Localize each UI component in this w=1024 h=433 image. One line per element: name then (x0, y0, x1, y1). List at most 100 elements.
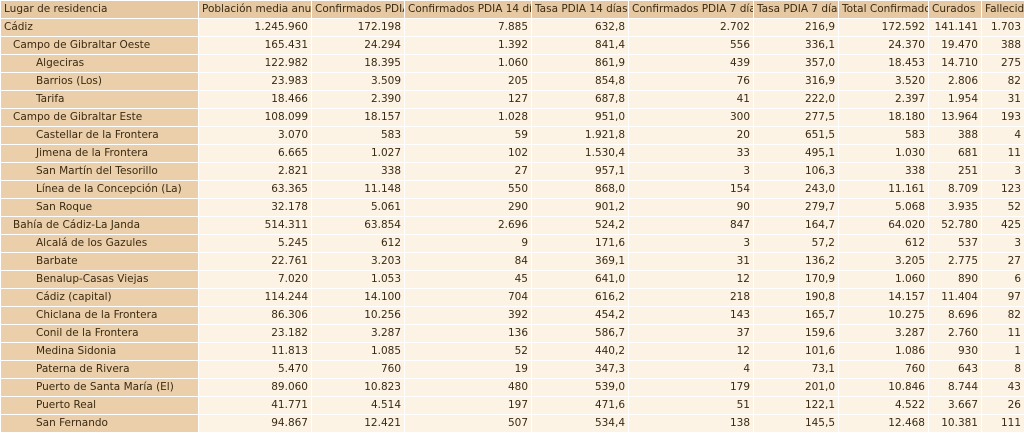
table-cell: 643 (929, 361, 982, 379)
table-cell: 3.205 (839, 253, 929, 271)
table-cell: 19 (405, 361, 532, 379)
place-name-cell: Barrios (Los) (1, 73, 199, 91)
column-header[interactable]: Lugar de residencia (1, 1, 199, 19)
table-cell: 951,0 (532, 109, 629, 127)
table-cell: 480 (405, 379, 532, 397)
column-header[interactable]: Confirmados PDIA (312, 1, 405, 19)
table-cell: 290 (405, 199, 532, 217)
table-cell: 165.431 (199, 37, 312, 55)
table-cell: 632,8 (532, 19, 629, 37)
table-cell: 1.053 (312, 271, 405, 289)
table-cell: 550 (405, 181, 532, 199)
table-cell: 3.287 (839, 325, 929, 343)
table-cell: 23.182 (199, 325, 312, 343)
place-name-cell: Medina Sidonia (1, 343, 199, 361)
table-cell: 2.696 (405, 217, 532, 235)
table-cell: 841,4 (532, 37, 629, 55)
table-cell: 583 (312, 127, 405, 145)
table-cell: 11.161 (839, 181, 929, 199)
table-cell: 170,9 (754, 271, 839, 289)
table-cell: 101,6 (754, 343, 839, 361)
table-cell: 440,2 (532, 343, 629, 361)
table-cell: 114.244 (199, 289, 312, 307)
table-cell: 8 (982, 361, 1024, 379)
table-cell: 1.030 (839, 145, 929, 163)
column-header[interactable]: Tasa PDIA 7 días (754, 1, 839, 19)
table-cell: 22.761 (199, 253, 312, 271)
table-cell: 1.028 (405, 109, 532, 127)
table-cell: 63.365 (199, 181, 312, 199)
table-cell: 336,1 (754, 37, 839, 55)
column-header[interactable]: Confirmados PDIA 14 días (405, 1, 532, 19)
table-cell: 2.775 (929, 253, 982, 271)
table-cell: 3 (629, 163, 754, 181)
table-cell: 1.921,8 (532, 127, 629, 145)
table-cell: 275 (982, 55, 1024, 73)
column-header[interactable]: Fallecidos (982, 1, 1024, 19)
table-cell: 18.466 (199, 91, 312, 109)
table-cell: 5.061 (312, 199, 405, 217)
table-cell: 279,7 (754, 199, 839, 217)
column-header[interactable]: Total Confirmados (839, 1, 929, 19)
table-cell: 27 (982, 253, 1024, 271)
table-cell: 12 (629, 343, 754, 361)
table-cell: 4.522 (839, 397, 929, 415)
column-header[interactable]: Curados (929, 1, 982, 19)
table-cell: 901,2 (532, 199, 629, 217)
table-cell: 2.760 (929, 325, 982, 343)
table-cell: 171,6 (532, 235, 629, 253)
table-cell: 11 (982, 145, 1024, 163)
table-cell: 172.592 (839, 19, 929, 37)
table-cell: 20 (629, 127, 754, 145)
table-cell: 524,2 (532, 217, 629, 235)
table-cell: 12.468 (839, 415, 929, 433)
column-header[interactable]: Población media anual (199, 1, 312, 19)
table-cell: 122.982 (199, 55, 312, 73)
table-cell: 24.370 (839, 37, 929, 55)
column-header[interactable]: Tasa PDIA 14 días (532, 1, 629, 19)
table-cell: 3 (982, 235, 1024, 253)
table-cell: 18.157 (312, 109, 405, 127)
table-cell: 94.867 (199, 415, 312, 433)
table-cell: 1.392 (405, 37, 532, 55)
place-name-cell: Benalup-Casas Viejas (1, 271, 199, 289)
table-cell: 854,8 (532, 73, 629, 91)
table-cell: 145,5 (754, 415, 839, 433)
table-cell: 59 (405, 127, 532, 145)
table-cell: 704 (405, 289, 532, 307)
table-cell: 111 (982, 415, 1024, 433)
table-cell: 26 (982, 397, 1024, 415)
table-cell: 4 (982, 127, 1024, 145)
table-cell: 33 (629, 145, 754, 163)
table-cell: 216,9 (754, 19, 839, 37)
table-cell: 24.294 (312, 37, 405, 55)
table-cell: 222,0 (754, 91, 839, 109)
table-cell: 18.180 (839, 109, 929, 127)
table-cell: 76 (629, 73, 754, 91)
place-name-cell: Tarifa (1, 91, 199, 109)
table-cell: 1.085 (312, 343, 405, 361)
table-cell: 612 (839, 235, 929, 253)
table-cell: 388 (929, 127, 982, 145)
column-header[interactable]: Confirmados PDIA 7 días (629, 1, 754, 19)
table-cell: 172.198 (312, 19, 405, 37)
table-cell: 1.954 (929, 91, 982, 109)
table-cell: 11.404 (929, 289, 982, 307)
table-cell: 3.509 (312, 73, 405, 91)
table-cell: 23.983 (199, 73, 312, 91)
table-cell: 13.964 (929, 109, 982, 127)
table-cell: 890 (929, 271, 982, 289)
table-cell: 31 (982, 91, 1024, 109)
table-cell: 1.530,4 (532, 145, 629, 163)
table-cell: 143 (629, 307, 754, 325)
table-cell: 1 (982, 343, 1024, 361)
